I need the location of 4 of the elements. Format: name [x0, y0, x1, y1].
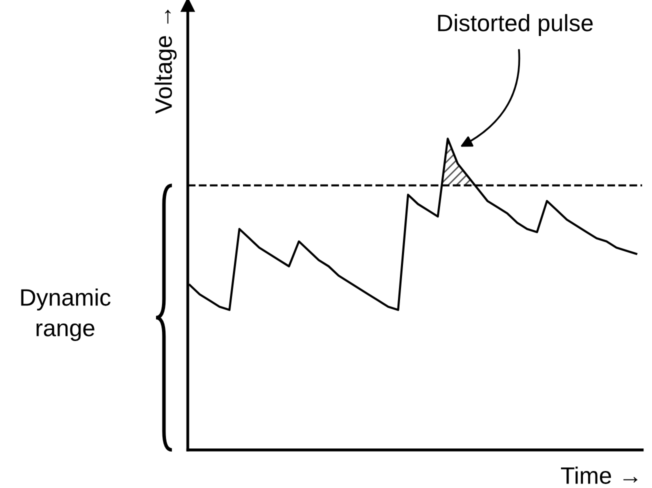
x-axis-title: Time → — [561, 466, 638, 484]
text: Distorted pulse — [438, 14, 593, 36]
text: Dynamic range — [21, 288, 110, 342]
y-axis-title: Voltage → — [154, 10, 177, 114]
